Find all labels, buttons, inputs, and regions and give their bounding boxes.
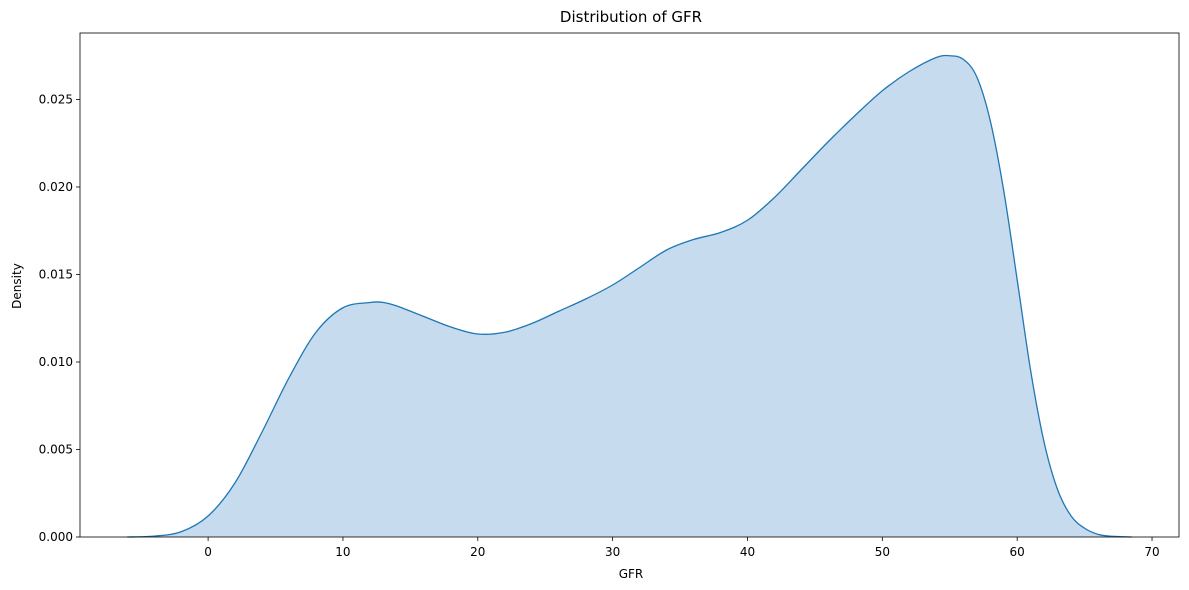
- x-tick-label: 0: [204, 545, 212, 559]
- y-tick-label: 0.005: [39, 443, 73, 457]
- y-tick-label: 0.010: [39, 355, 73, 369]
- x-axis: 0 10 20 30 40 50 60 70: [204, 537, 1160, 559]
- plot-area: [79, 32, 1180, 538]
- x-axis-label: GFR: [619, 567, 644, 581]
- y-tick-label: 0.015: [39, 268, 73, 282]
- y-axis-label: Density: [10, 263, 24, 309]
- chart-title: Distribution of GFR: [560, 8, 702, 26]
- y-tick-label: 0.025: [39, 93, 73, 107]
- x-tick-label: 10: [335, 545, 350, 559]
- y-axis: 0.000 0.005 0.010 0.015 0.020 0.025: [39, 93, 80, 544]
- x-tick-label: 40: [740, 545, 755, 559]
- y-tick-label: 0.000: [39, 530, 73, 544]
- density-curve-line: [127, 54, 1132, 538]
- x-tick-label: 60: [1010, 545, 1025, 559]
- density-area-fill: [127, 55, 1132, 538]
- x-tick-label: 30: [605, 545, 620, 559]
- x-tick-label: 70: [1144, 545, 1159, 559]
- x-tick-label: 20: [470, 545, 485, 559]
- plot-frame: [79, 32, 1180, 538]
- y-tick-label: 0.020: [39, 180, 73, 194]
- x-tick-label: 50: [875, 545, 890, 559]
